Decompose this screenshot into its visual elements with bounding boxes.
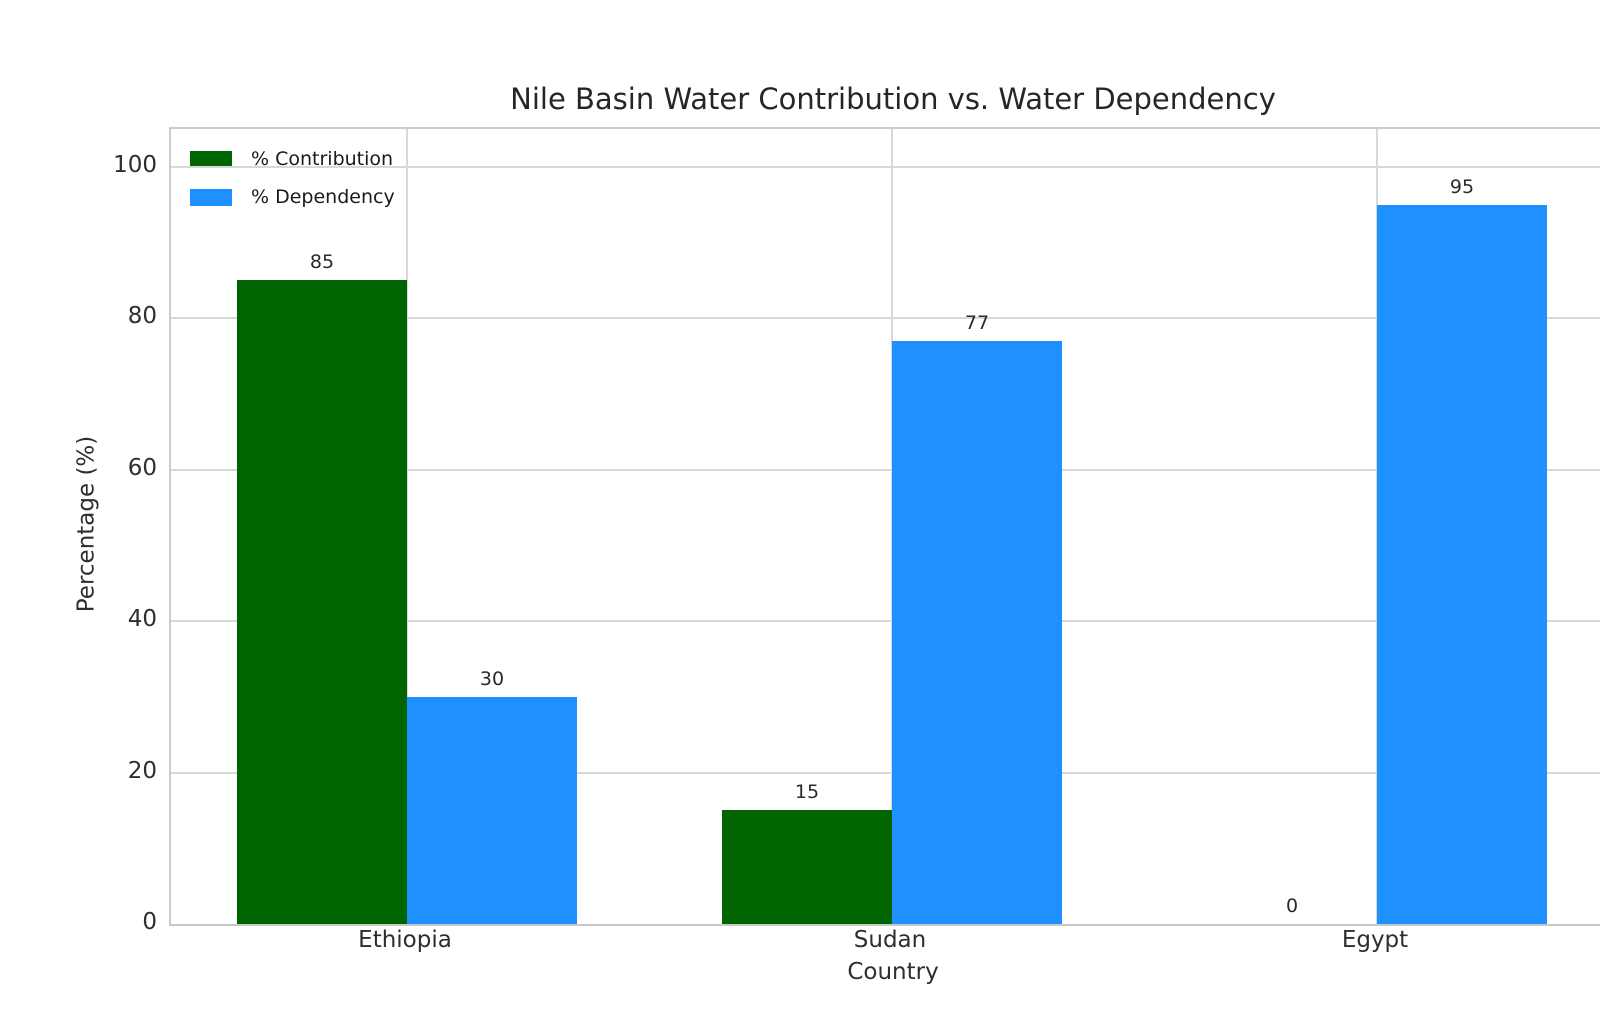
y-tick-label: 80 bbox=[127, 303, 157, 330]
legend-label: % Contribution bbox=[251, 148, 394, 170]
bar-ethiopia-dependency bbox=[407, 696, 577, 924]
plot-area: % Contribution % Dependency 85 15 0 30 77 95 bbox=[169, 127, 1600, 926]
y-tick-label: 60 bbox=[127, 454, 157, 481]
bar-value-label: 85 bbox=[309, 251, 335, 274]
x-axis-label: Country bbox=[847, 959, 939, 985]
gridline-horizontal bbox=[171, 771, 1600, 774]
y-axis-label: Percentage (%) bbox=[73, 435, 100, 613]
legend-swatch-contribution bbox=[190, 151, 232, 168]
bar-value-label: 30 bbox=[479, 667, 505, 690]
legend-row: % Dependency bbox=[190, 187, 395, 208]
bar-ethiopia-contribution bbox=[237, 280, 407, 924]
gridline-horizontal bbox=[171, 620, 1600, 623]
legend-label: % Dependency bbox=[251, 186, 395, 208]
legend-row: % Contribution bbox=[190, 149, 395, 170]
legend-swatch-dependency bbox=[190, 189, 232, 206]
chart-title: Nile Basin Water Contribution vs. Water … bbox=[510, 82, 1276, 116]
bar-egypt-dependency bbox=[1377, 204, 1547, 924]
y-tick-label: 0 bbox=[142, 909, 157, 935]
bar-value-label: 0 bbox=[1285, 895, 1299, 917]
x-tick-label-sudan: Sudan bbox=[853, 927, 927, 953]
gridline-horizontal bbox=[171, 468, 1600, 471]
x-tick-label-egypt: Egypt bbox=[1341, 927, 1409, 953]
y-tick-label: 40 bbox=[127, 606, 157, 633]
gridline-vertical bbox=[406, 129, 408, 924]
y-tick-label: 100 bbox=[113, 151, 157, 178]
gridline-horizontal bbox=[171, 317, 1600, 320]
gridline-horizontal bbox=[171, 165, 1600, 168]
bar-sudan-dependency bbox=[892, 341, 1062, 924]
bar-sudan-contribution bbox=[722, 810, 892, 924]
bar-value-label: 77 bbox=[964, 312, 990, 334]
bar-value-label: 15 bbox=[794, 781, 820, 804]
y-tick-label: 20 bbox=[127, 757, 157, 784]
legend: % Contribution % Dependency bbox=[190, 149, 395, 208]
bar-value-label: 95 bbox=[1449, 175, 1475, 198]
x-tick-label-ethiopia: Ethiopia bbox=[358, 927, 452, 953]
